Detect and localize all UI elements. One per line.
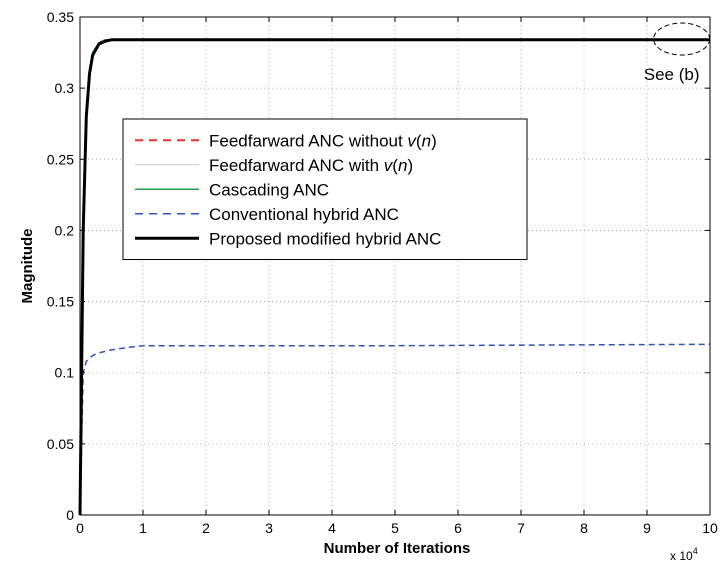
x-tick-label: 4 bbox=[328, 520, 336, 536]
annotation-ellipse bbox=[653, 22, 711, 56]
x-tick-label: 0 bbox=[76, 520, 84, 536]
legend-label: Conventional hybrid ANC bbox=[209, 205, 399, 224]
y-tick-label: 0.25 bbox=[47, 151, 74, 167]
x-tick-label: 5 bbox=[391, 520, 399, 536]
y-tick-label: 0 bbox=[66, 507, 74, 523]
x-axis-multiplier: x 104 bbox=[670, 546, 698, 563]
x-axis-multiplier-base: x 10 bbox=[670, 549, 693, 563]
series-line-3 bbox=[79, 343, 711, 516]
legend-label: Proposed modified hybrid ANC bbox=[209, 229, 441, 248]
y-tick-label: 0.35 bbox=[47, 9, 74, 25]
y-axis-title: Magnitude bbox=[19, 229, 36, 304]
y-tick-label: 0.1 bbox=[55, 365, 75, 381]
x-tick-label: 8 bbox=[580, 520, 588, 536]
x-tick-label: 2 bbox=[202, 520, 210, 536]
x-tick-label: 3 bbox=[265, 520, 273, 536]
x-tick-label: 7 bbox=[517, 520, 525, 536]
legend: Feedfarward ANC without v(n) Feedfarward … bbox=[122, 118, 528, 260]
x-tick-label: 6 bbox=[454, 520, 462, 536]
legend-label: Cascading ANC bbox=[209, 180, 329, 199]
legend-label: Feedfarward ANC without v(n) bbox=[209, 131, 437, 150]
y-tick-label: 0.3 bbox=[55, 80, 75, 96]
annotation-label: See (b) bbox=[644, 65, 700, 84]
series-line-4 bbox=[78, 38, 710, 516]
x-axis-multiplier-exponent: 4 bbox=[693, 546, 698, 556]
x-tick-label: 10 bbox=[702, 520, 718, 536]
x-axis-title: Number of Iterations bbox=[324, 540, 471, 557]
legend-label: Feedfarward ANC with v(n) bbox=[209, 156, 413, 175]
x-tick-label: 9 bbox=[643, 520, 651, 536]
y-tick-label: 0.05 bbox=[47, 436, 74, 452]
y-tick-label: 0.2 bbox=[55, 222, 75, 238]
y-tick-label: 0.15 bbox=[47, 294, 74, 310]
x-tick-label: 1 bbox=[139, 520, 147, 536]
